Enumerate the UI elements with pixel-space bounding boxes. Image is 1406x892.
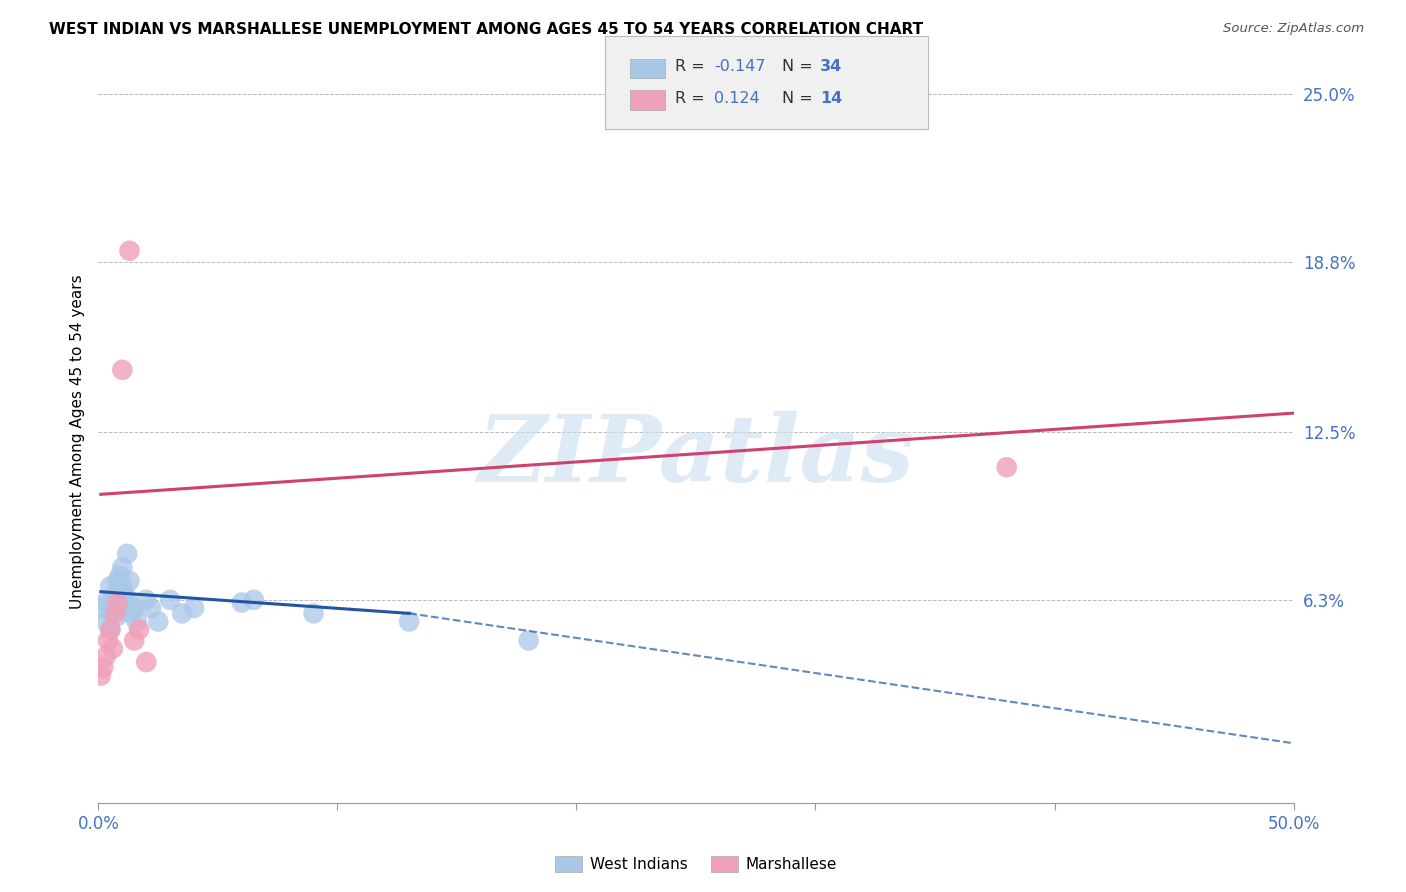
Point [118, 244, 141, 258]
Point [114, 587, 136, 601]
Point [104, 607, 127, 621]
Point [98, 579, 122, 593]
Text: R =: R = [675, 91, 710, 105]
Point [101, 641, 124, 656]
Point [135, 655, 157, 669]
Point [90, 601, 112, 615]
Y-axis label: Unemployment Among Ages 45 to 54 years: Unemployment Among Ages 45 to 54 years [69, 274, 84, 609]
Point [90, 668, 112, 682]
Point [115, 592, 138, 607]
Point [118, 574, 141, 588]
Point [111, 579, 134, 593]
Point [125, 615, 148, 629]
Point [94, 596, 117, 610]
Point [139, 601, 162, 615]
Text: -0.147: -0.147 [714, 60, 766, 74]
Text: ZIPatlas: ZIPatlas [478, 411, 914, 501]
Point [107, 609, 129, 624]
Text: 34: 34 [820, 60, 842, 74]
Point [148, 615, 170, 629]
Point [121, 607, 143, 621]
Point [231, 596, 253, 610]
Point [108, 568, 131, 582]
Point [94, 649, 117, 664]
Point [183, 601, 205, 615]
Point [98, 623, 122, 637]
Text: 0.124: 0.124 [714, 91, 761, 105]
Point [104, 587, 127, 601]
Point [107, 574, 129, 588]
Point [995, 460, 1018, 475]
Point [243, 592, 266, 607]
Point [107, 596, 129, 610]
Point [135, 592, 157, 607]
Point [172, 607, 194, 621]
Point [101, 592, 124, 607]
Point [159, 592, 181, 607]
Point [111, 560, 134, 574]
Point [398, 615, 420, 629]
Point [302, 607, 325, 621]
Point [128, 623, 150, 637]
Point [104, 601, 127, 615]
Point [124, 601, 146, 615]
Text: R =: R = [675, 60, 710, 74]
Text: WEST INDIAN VS MARSHALLESE UNEMPLOYMENT AMONG AGES 45 TO 54 YEARS CORRELATION CH: WEST INDIAN VS MARSHALLESE UNEMPLOYMENT … [49, 22, 924, 37]
Text: 14: 14 [820, 91, 842, 105]
Legend: West Indians, Marshallese: West Indians, Marshallese [548, 850, 844, 879]
Point [124, 633, 146, 648]
Point [108, 601, 131, 615]
Point [107, 592, 129, 607]
Text: Source: ZipAtlas.com: Source: ZipAtlas.com [1223, 22, 1364, 36]
Text: N =: N = [782, 91, 818, 105]
Point [517, 633, 540, 648]
Text: N =: N = [782, 60, 818, 74]
Point [111, 363, 134, 377]
Point [91, 660, 114, 674]
Point [98, 623, 122, 637]
Point [115, 547, 138, 561]
Point [97, 633, 120, 648]
Point [98, 607, 122, 621]
Point [94, 615, 117, 629]
